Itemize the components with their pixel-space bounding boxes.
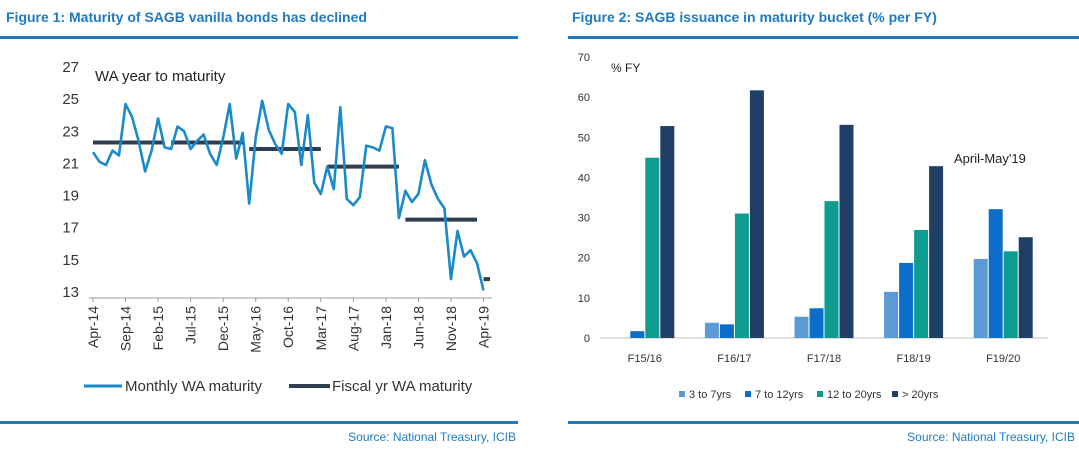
x-tick-label: Sep-14 <box>118 306 134 351</box>
y-tick-label: 0 <box>584 333 590 345</box>
figure-1-title: Figure 1: Maturity of SAGB vanilla bonds… <box>6 9 367 25</box>
bar-12-to-20yrs <box>1003 251 1018 338</box>
april-may-annotation: April-May'19 <box>954 151 1026 166</box>
category-label: F18/19 <box>896 353 930 365</box>
x-tick-label: Dec-15 <box>215 306 231 351</box>
bar-20yrs <box>749 90 764 338</box>
y-tick-label: 27 <box>62 59 79 76</box>
y-tick-label: 15 <box>62 252 79 269</box>
x-tick-label: Mar-17 <box>313 306 329 351</box>
legend-swatch <box>892 391 898 397</box>
y-tick-label: 19 <box>62 188 79 205</box>
wa-year-annotation: WA year to maturity <box>95 68 226 85</box>
category-label: F19/20 <box>986 353 1020 365</box>
x-tick-label: Jul-15 <box>183 306 199 344</box>
issuance-bar-chart: 0 10 20 30 40 50 60 70 F15/16 F16/17 F17/18 F18/19… <box>578 52 1048 401</box>
legend-swatch <box>745 391 751 397</box>
bar-7-to-12yrs <box>899 262 914 338</box>
figure-1-top-rule <box>0 36 518 39</box>
bar-3-to-7yrs <box>884 291 899 338</box>
x-tick-label: Nov-18 <box>443 306 459 351</box>
legend-label: 12 to 20yrs <box>827 389 882 401</box>
x-tick-label: Jun-18 <box>410 306 426 349</box>
x-tick-label: Jan-18 <box>378 306 394 349</box>
y-tick-label: 60 <box>578 92 590 104</box>
monthly-wa-maturity-line <box>91 99 485 291</box>
category-label: F16/17 <box>717 353 751 365</box>
bar-7-to-12yrs <box>630 331 645 338</box>
legend-swatch <box>679 391 685 397</box>
bar-20yrs <box>1018 237 1033 338</box>
y-tick-label: 70 <box>578 52 590 64</box>
figure-1-bottom-rule <box>0 421 518 424</box>
legend-label: > 20yrs <box>902 389 939 401</box>
x-tick-label: Oct-16 <box>280 306 296 348</box>
category-label: F15/16 <box>628 353 662 365</box>
bar-3-to-7yrs <box>973 258 988 338</box>
legend-swatch <box>817 391 823 397</box>
figure-1-source: Source: National Treasury, ICIB <box>348 430 516 444</box>
legend-label-monthly: Monthly WA maturity <box>125 378 262 395</box>
bar-20yrs <box>839 124 854 338</box>
y-tick-label: 10 <box>578 293 590 305</box>
y-tick-label: 25 <box>62 91 79 108</box>
bar-20yrs <box>660 126 675 338</box>
x-tick-label: Apr-14 <box>85 306 101 348</box>
legend-label: 3 to 7yrs <box>689 389 732 401</box>
y-tick-label: 13 <box>62 284 79 301</box>
x-tick-label: Apr-19 <box>475 306 491 348</box>
x-tick-label: May-16 <box>248 306 264 353</box>
y-tick-label: 17 <box>62 220 79 237</box>
x-tick-label: Feb-15 <box>150 306 166 351</box>
bar-7-to-12yrs <box>809 308 824 338</box>
x-tick-label: Aug-17 <box>345 306 361 351</box>
y-tick-label: 20 <box>578 253 590 265</box>
maturity-line-chart: 13 15 17 19 21 23 25 27 Apr-14 Sep-14 Feb-15 Jul-1… <box>62 59 492 395</box>
figure-1-panel: Figure 1: Maturity of SAGB vanilla bonds… <box>0 0 520 459</box>
legend-label: 7 to 12yrs <box>755 389 804 401</box>
pct-fy-axis-label: % FY <box>611 61 640 75</box>
bar-12-to-20yrs <box>645 157 660 338</box>
figure-2-top-rule <box>568 36 1079 39</box>
y-tick-label: 23 <box>62 123 79 140</box>
bar-12-to-20yrs <box>734 213 749 338</box>
figure-2-panel: Figure 2: SAGB issuance in maturity buck… <box>558 0 1079 459</box>
figure-2-title: Figure 2: SAGB issuance in maturity buck… <box>572 9 937 25</box>
bar-7-to-12yrs <box>719 324 734 338</box>
figure-2-bottom-rule <box>568 421 1079 424</box>
bar-3-to-7yrs <box>794 316 809 338</box>
y-tick-label: 50 <box>578 132 590 144</box>
y-tick-label: 30 <box>578 213 590 225</box>
legend-label-fiscal: Fiscal yr WA maturity <box>332 378 473 395</box>
y-tick-label: 40 <box>578 172 590 184</box>
y-tick-label: 21 <box>62 155 79 172</box>
bar-20yrs <box>929 166 944 338</box>
bar-12-to-20yrs <box>824 201 839 338</box>
figure-2-source: Source: National Treasury, ICIB <box>907 430 1075 444</box>
bar-12-to-20yrs <box>914 230 929 338</box>
bar-3-to-7yrs <box>704 322 719 338</box>
category-label: F17/18 <box>807 353 841 365</box>
bar-7-to-12yrs <box>988 209 1003 338</box>
